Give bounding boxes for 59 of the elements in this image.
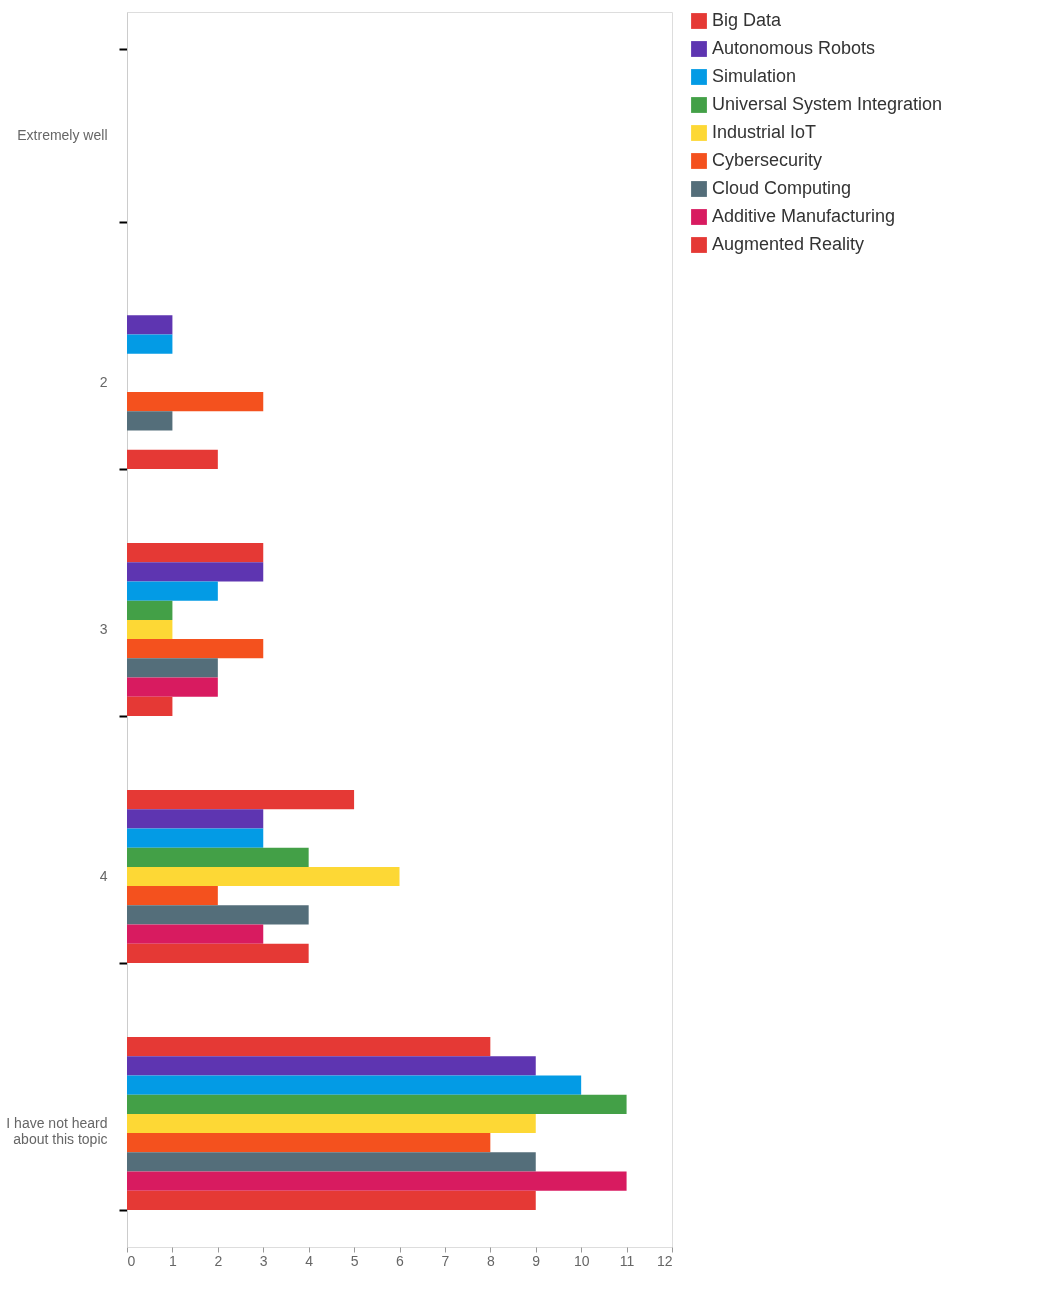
- x-tick-label: 9: [532, 1252, 541, 1269]
- y-tick-label: 2: [99, 374, 108, 390]
- bar: [127, 562, 264, 582]
- bar: [127, 1190, 536, 1210]
- x-tick-label: 4: [305, 1252, 314, 1269]
- bar: [127, 581, 218, 601]
- x-tick-label: 0: [127, 1252, 136, 1269]
- bar: [127, 1056, 536, 1076]
- bar: [127, 809, 264, 829]
- y-tick-label: I have not heard about this topic: [6, 1115, 108, 1147]
- x-tick-label: 12: [656, 1252, 673, 1269]
- bar: [127, 449, 218, 469]
- y-tick-label: Extremely well: [17, 127, 108, 143]
- bar: [127, 392, 264, 412]
- legend-label: Simulation: [712, 66, 797, 86]
- x-tick-label: 6: [396, 1252, 405, 1269]
- bar: [127, 334, 173, 354]
- legend-label: Augmented Reality: [712, 234, 865, 254]
- bar: [127, 639, 264, 659]
- bar: [127, 600, 173, 620]
- legend-label: Cybersecurity: [712, 150, 823, 170]
- bar: [127, 658, 218, 678]
- legend-label: Additive Manufacturing: [712, 206, 896, 226]
- x-tick-label: 1: [169, 1252, 178, 1269]
- bar: [127, 677, 218, 697]
- bar: [127, 847, 309, 867]
- bar: [127, 943, 309, 963]
- bar: [127, 411, 173, 431]
- legend-label: Universal System Integration: [712, 94, 943, 114]
- bar: [127, 619, 173, 640]
- x-tick-label: 7: [441, 1252, 450, 1269]
- bar: [127, 924, 264, 944]
- bar: [127, 1037, 491, 1057]
- x-tick-label: 5: [350, 1252, 359, 1269]
- bar: [127, 790, 355, 810]
- bar: [127, 905, 309, 925]
- bar: [127, 696, 173, 716]
- bar: [127, 1094, 627, 1114]
- bar: [127, 1133, 491, 1153]
- x-tick-label: 3: [259, 1252, 268, 1269]
- x-tick-label: 10: [573, 1252, 590, 1269]
- bar: [127, 1171, 627, 1191]
- legend-label: Cloud Computing: [712, 178, 852, 198]
- x-tick-label: 2: [214, 1252, 223, 1269]
- y-tick-label: 4: [99, 868, 108, 884]
- bar: [127, 1075, 582, 1095]
- legend-label: Industrial IoT: [712, 122, 817, 142]
- legend-label: Autonomous Robots: [712, 38, 876, 58]
- bar: [127, 866, 400, 887]
- y-tick-label: 3: [99, 621, 108, 637]
- bar: [127, 1152, 536, 1172]
- bar: [127, 1113, 536, 1134]
- x-tick-label: 8: [486, 1252, 495, 1269]
- bar: [127, 886, 218, 906]
- bar: [127, 828, 264, 848]
- x-tick-label: 11: [619, 1252, 635, 1269]
- bar: [127, 315, 173, 335]
- legend-label: Big Data: [712, 10, 783, 30]
- bar: [127, 543, 264, 563]
